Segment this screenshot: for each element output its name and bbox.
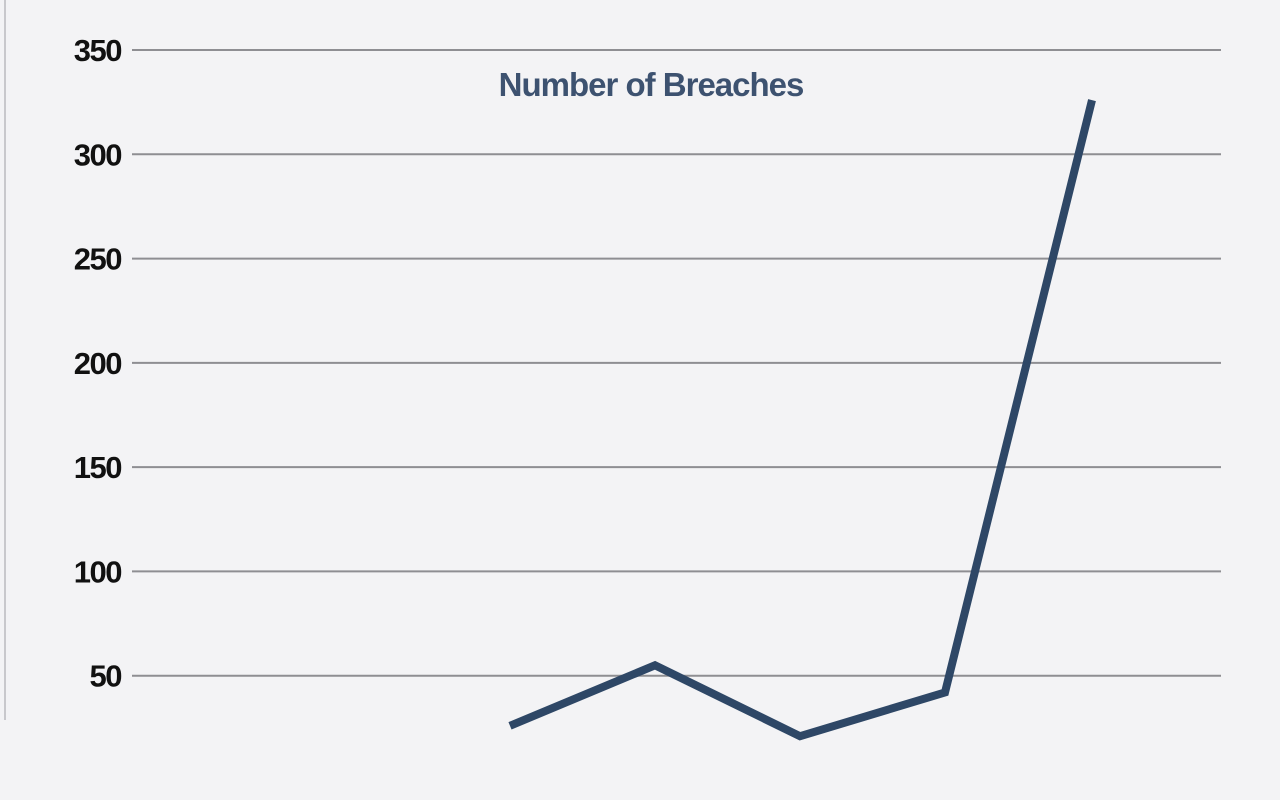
chart-title: Number of Breaches (499, 66, 804, 103)
y-tick-label: 300 (74, 137, 121, 172)
y-tick-label: 50 (90, 659, 122, 694)
y-tick-label: 200 (74, 346, 121, 381)
y-tick-label: 350 (74, 33, 121, 68)
y-tick-label: 250 (74, 242, 121, 277)
series-line (508, 99, 1096, 741)
chart-border (4, 0, 6, 720)
y-tick-label: 150 (74, 450, 121, 485)
y-tick-label: 100 (74, 554, 121, 589)
